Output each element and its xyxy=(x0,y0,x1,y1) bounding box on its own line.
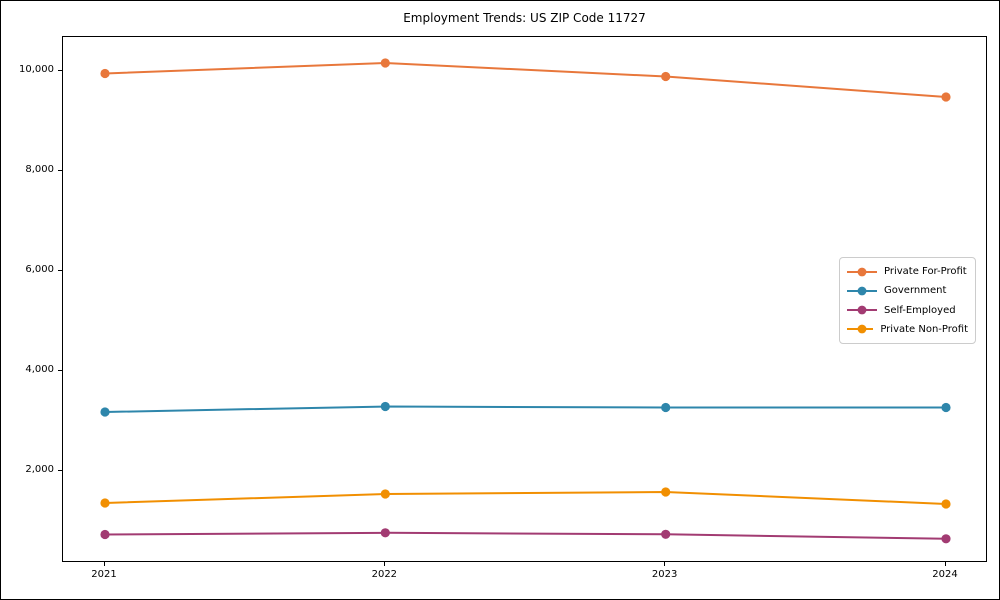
x-tick-label: 2021 xyxy=(91,569,117,580)
data-point-government-2023 xyxy=(661,402,671,413)
data-point-government-2024 xyxy=(941,402,951,413)
legend-item-private-for-profit: Private For-Profit xyxy=(847,266,968,277)
legend-label: Private For-Profit xyxy=(884,266,967,278)
y-tick-label: 8,000 xyxy=(25,164,54,175)
legend-marker-icon xyxy=(847,305,877,315)
legend-marker-icon xyxy=(847,267,877,277)
data-point-private-for-profit-2021 xyxy=(100,68,110,79)
legend-label: Self-Employed xyxy=(884,304,956,316)
series-line-private-for-profit xyxy=(104,61,947,98)
data-point-self-employed-2021 xyxy=(100,529,110,540)
line-chart-canvas xyxy=(100,58,951,544)
data-point-private-non-profit-2022 xyxy=(380,489,390,499)
y-tick-label: 6,000 xyxy=(25,264,54,275)
series-line-private-non-profit xyxy=(104,490,947,505)
legend-item-government: Government xyxy=(847,285,968,296)
data-point-self-employed-2023 xyxy=(661,529,671,539)
data-point-private-for-profit-2023 xyxy=(661,71,671,82)
legend-item-self-employed: Self-Employed xyxy=(847,305,968,316)
data-point-self-employed-2022 xyxy=(380,528,390,538)
legend: Private For-Profit Government Self-Employe… xyxy=(839,257,976,344)
series-line-self-employed xyxy=(104,531,947,540)
data-point-government-2022 xyxy=(380,401,390,412)
legend-marker-icon xyxy=(847,324,874,334)
data-point-self-employed-2024 xyxy=(941,534,951,544)
data-point-private-for-profit-2022 xyxy=(380,58,390,68)
x-tick-label: 2023 xyxy=(651,569,678,580)
data-point-private-non-profit-2021 xyxy=(100,498,110,508)
plot-area xyxy=(62,36,987,562)
data-point-government-2021 xyxy=(100,407,110,417)
legend-marker-icon xyxy=(847,286,877,296)
data-point-private-for-profit-2024 xyxy=(941,92,951,102)
chart-title: Employment Trends: US ZIP Code 11727 xyxy=(403,11,646,25)
series-line-government xyxy=(104,405,946,413)
x-tick-label: 2022 xyxy=(371,569,398,580)
legend-label: Private Non-Profit xyxy=(880,323,968,335)
legend-item-private-non-profit: Private Non-Profit xyxy=(847,324,968,335)
y-tick-label: 10,000 xyxy=(19,64,54,75)
data-point-private-non-profit-2023 xyxy=(661,487,671,497)
x-tick-label: 2024 xyxy=(932,569,958,580)
legend-label: Government xyxy=(884,285,947,297)
y-tick-label: 4,000 xyxy=(25,364,54,375)
y-tick-label: 2,000 xyxy=(25,464,54,475)
data-point-private-non-profit-2024 xyxy=(941,499,951,509)
